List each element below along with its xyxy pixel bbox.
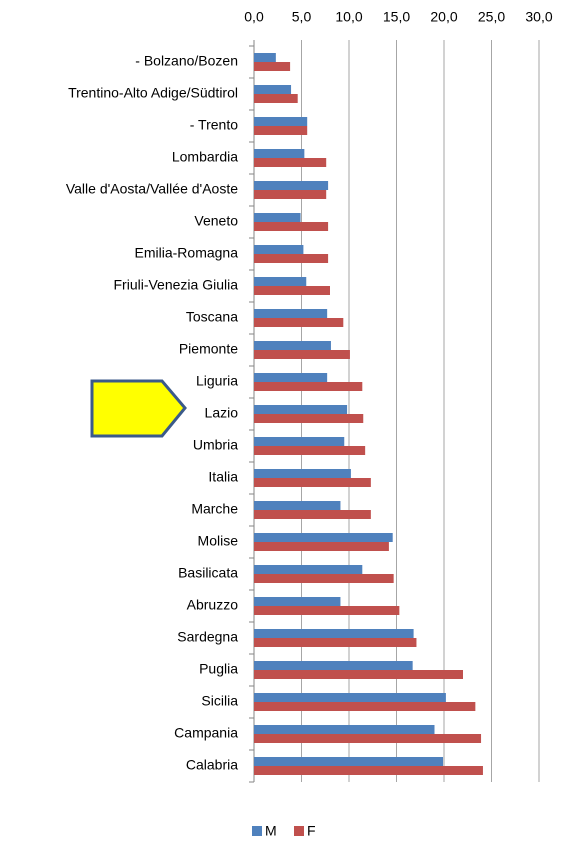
bar [254, 405, 348, 414]
arrow-marker [90, 379, 187, 438]
y-tick-label: Sardegna [177, 629, 238, 645]
bar [254, 693, 446, 702]
y-tick-label: - Bolzano/Bozen [135, 53, 238, 69]
bar [254, 181, 329, 190]
bar [254, 382, 363, 391]
bar [254, 62, 291, 71]
bar [254, 190, 327, 199]
y-tick-label: Trentino-Alto Adige/Südtirol [68, 85, 238, 101]
bar [254, 158, 327, 167]
y-tick-label: Basilicata [178, 565, 238, 581]
x-tick-label: 5,0 [292, 9, 312, 25]
bar [254, 53, 276, 62]
y-tick-label: Umbria [193, 437, 238, 453]
y-tick-label: Piemonte [179, 341, 238, 357]
bar [254, 501, 341, 510]
y-tick-label: Marche [191, 501, 238, 517]
bar [254, 341, 331, 350]
x-tick-label: 20,0 [430, 9, 457, 25]
y-tick-label: - Trento [190, 117, 238, 133]
bar [254, 373, 328, 382]
bar [254, 725, 435, 734]
bar [254, 606, 400, 615]
bar [254, 446, 366, 455]
x-tick-label: 15,0 [383, 9, 410, 25]
bar [254, 661, 413, 670]
x-tick-label: 10,0 [335, 9, 362, 25]
bar [254, 597, 341, 606]
bar [254, 565, 363, 574]
legend-swatch [294, 826, 304, 836]
bar [254, 766, 483, 775]
bar [254, 629, 414, 638]
bar [254, 318, 344, 327]
legend-label: M [265, 823, 277, 839]
y-tick-label: Friuli-Venezia Giulia [114, 277, 239, 293]
x-tick-label: 30,0 [525, 9, 552, 25]
bar [254, 702, 476, 711]
y-tick-label: Toscana [186, 309, 238, 325]
bar [254, 533, 393, 542]
bar [254, 574, 394, 583]
bar [254, 670, 463, 679]
y-tick-label: Puglia [199, 661, 238, 677]
y-tick-label: Veneto [194, 213, 238, 229]
y-tick-label: Italia [208, 469, 238, 485]
bar [254, 414, 364, 423]
y-tick-label: Sicilia [201, 693, 238, 709]
bar [254, 85, 292, 94]
bar [254, 757, 444, 766]
y-tick-label: Lombardia [172, 149, 238, 165]
y-tick-label: Molise [198, 533, 239, 549]
bar [254, 149, 305, 158]
bar [254, 213, 301, 222]
bar [254, 126, 308, 135]
bar [254, 638, 417, 647]
legend-swatch [252, 826, 262, 836]
bar [254, 94, 298, 103]
y-tick-label: Valle d'Aosta/Vallée d'Aoste [66, 181, 238, 197]
bar [254, 734, 482, 743]
bar [254, 478, 371, 487]
bar [254, 350, 350, 359]
bar [254, 542, 389, 551]
bar [254, 254, 329, 263]
y-tick-label: Emilia-Romagna [135, 245, 239, 261]
bar [254, 117, 308, 126]
bar [254, 510, 371, 519]
bar [254, 437, 345, 446]
y-tick-label: Lazio [205, 405, 239, 421]
y-tick-label: Campania [174, 725, 238, 741]
bar [254, 469, 351, 478]
bar [254, 286, 330, 295]
x-tick-label: 25,0 [478, 9, 505, 25]
bar [254, 309, 328, 318]
x-tick-label: 0,0 [244, 9, 264, 25]
y-tick-label: Liguria [196, 373, 238, 389]
bar [254, 245, 304, 254]
bar [254, 222, 329, 231]
y-tick-label: Calabria [186, 757, 238, 773]
bar [254, 277, 307, 286]
legend-label: F [307, 823, 316, 839]
y-tick-label: Abruzzo [187, 597, 239, 613]
